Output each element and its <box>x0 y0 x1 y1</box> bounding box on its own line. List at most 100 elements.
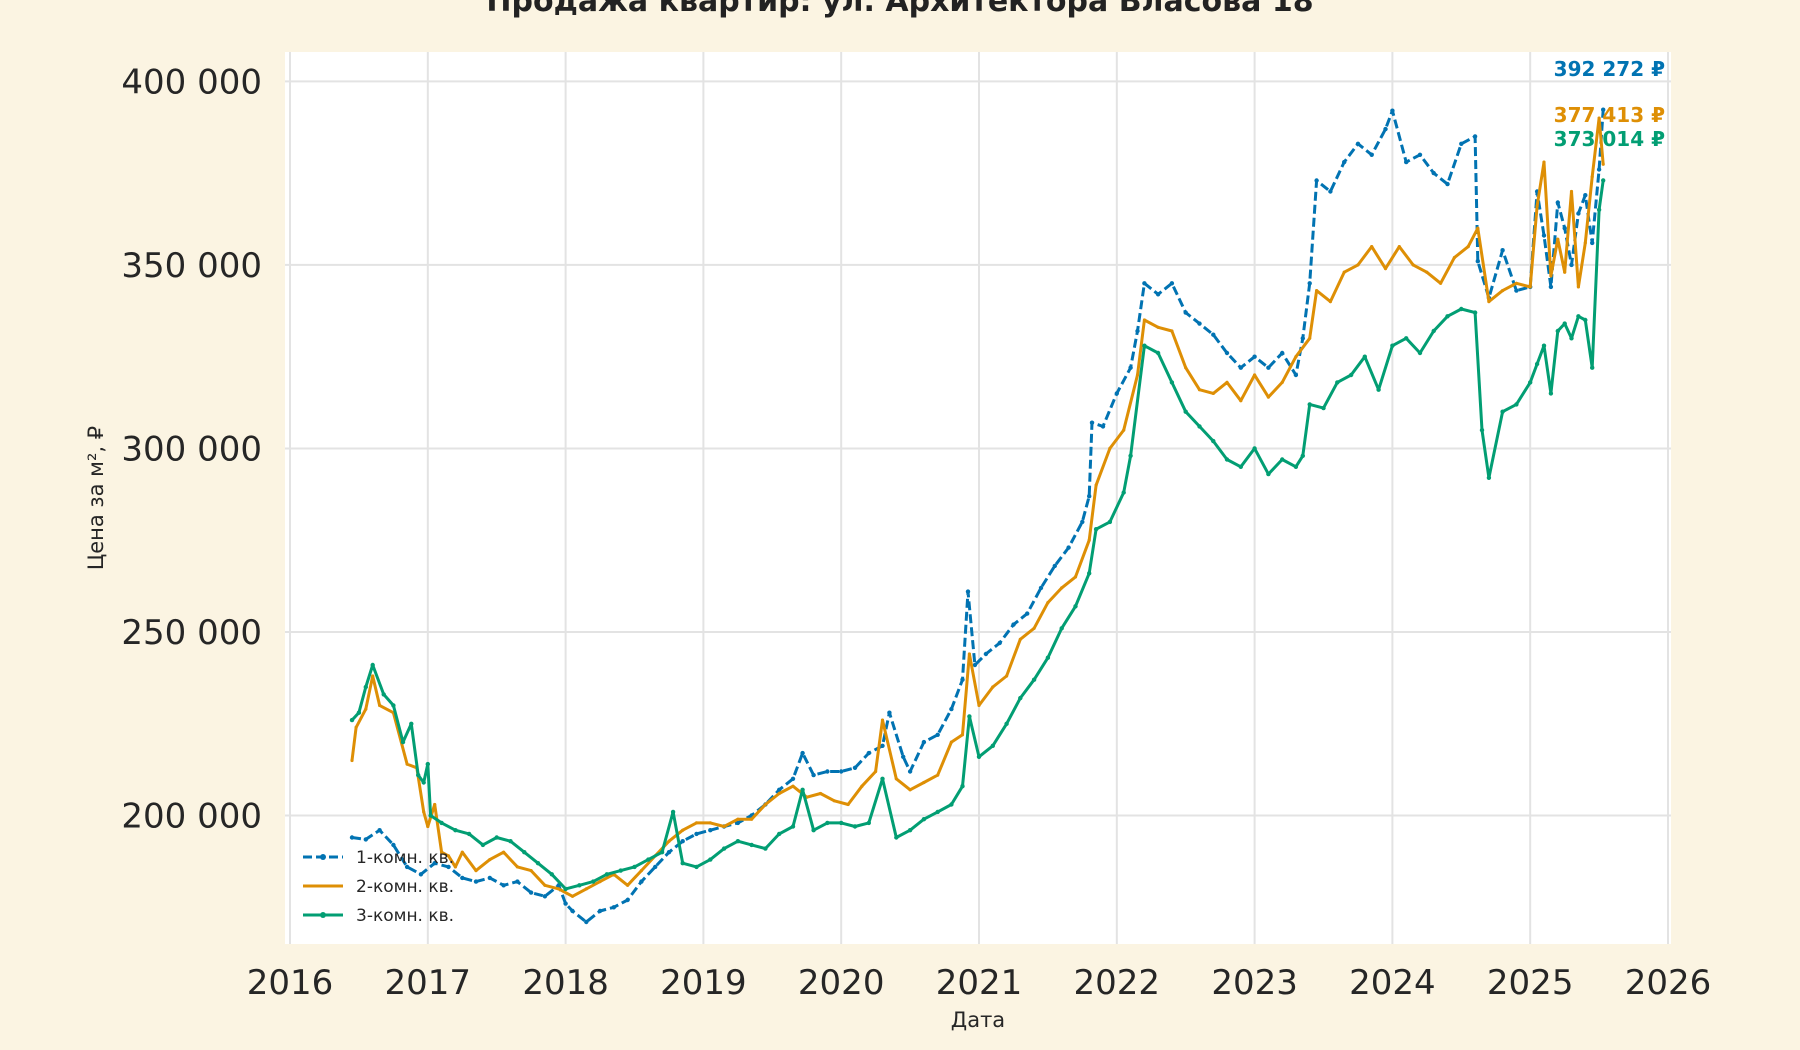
data-point <box>1535 204 1539 208</box>
data-point <box>591 879 596 884</box>
data-point <box>1356 263 1360 267</box>
data-point <box>1475 259 1481 264</box>
data-point <box>860 784 864 788</box>
data-point <box>598 880 602 884</box>
data-point <box>666 850 672 855</box>
x-tick-label: 2020 <box>798 963 885 1003</box>
data-point <box>1211 332 1216 337</box>
x-tick-label: 2017 <box>385 963 472 1003</box>
data-point <box>535 861 541 866</box>
data-point <box>400 739 406 745</box>
data-point <box>428 813 433 818</box>
data-point <box>1073 604 1078 609</box>
data-point <box>1046 601 1050 605</box>
data-point <box>922 780 926 785</box>
data-point <box>1094 483 1098 487</box>
x-axis-label: Дата <box>951 1008 1005 1032</box>
legend-label: 2-комн. кв. <box>356 877 454 897</box>
data-point <box>1183 310 1188 315</box>
data-point <box>680 861 685 866</box>
data-point <box>453 865 457 869</box>
data-point <box>949 802 954 807</box>
data-point <box>1266 395 1270 399</box>
data-point <box>1369 152 1374 157</box>
data-point <box>1342 159 1347 165</box>
data-point <box>907 828 913 833</box>
data-point <box>967 652 972 656</box>
data-point <box>1348 372 1354 378</box>
data-point <box>880 743 885 748</box>
data-point <box>646 857 651 862</box>
data-point <box>1411 263 1415 267</box>
data-point <box>921 739 927 745</box>
data-point <box>422 810 426 814</box>
data-point <box>1376 387 1381 392</box>
data-point <box>487 875 492 881</box>
data-point <box>839 820 844 826</box>
data-point <box>790 776 796 781</box>
data-point <box>1583 193 1588 198</box>
data-point <box>391 842 396 848</box>
data-point <box>370 662 375 668</box>
data-point <box>1514 281 1518 285</box>
data-point <box>1541 233 1547 238</box>
data-point <box>1184 366 1188 370</box>
data-point <box>736 817 740 821</box>
data-point <box>825 769 830 774</box>
data-point <box>811 772 816 778</box>
data-point <box>1169 380 1175 385</box>
data-point <box>1569 336 1574 341</box>
data-point <box>800 750 805 756</box>
data-point <box>528 890 534 895</box>
data-point <box>1404 336 1409 341</box>
data-point <box>626 883 630 887</box>
data-point <box>1093 527 1099 532</box>
data-point <box>639 869 644 873</box>
series-1 <box>349 107 1606 925</box>
data-point <box>1300 336 1306 341</box>
data-point <box>1569 262 1574 268</box>
data-point <box>1569 189 1574 194</box>
data-point <box>659 850 665 855</box>
data-point <box>852 765 858 770</box>
data-point <box>935 809 940 815</box>
data-point <box>680 839 685 844</box>
data-point <box>1459 306 1464 312</box>
data-point <box>1500 248 1505 253</box>
data-point <box>425 761 430 767</box>
data-point <box>1431 170 1436 176</box>
data-point <box>1128 365 1133 370</box>
data-point <box>439 820 444 826</box>
data-point <box>1328 300 1332 304</box>
data-point <box>653 864 658 870</box>
data-point <box>960 733 965 737</box>
data-point <box>1011 622 1016 627</box>
data-point <box>1370 245 1374 249</box>
data-point <box>1542 160 1546 164</box>
data-point <box>1528 285 1532 289</box>
data-point <box>1121 490 1126 495</box>
data-point <box>777 787 782 792</box>
data-point <box>1238 365 1244 370</box>
data-point <box>1089 420 1095 425</box>
data-point <box>1417 152 1423 157</box>
data-point <box>880 776 885 781</box>
data-point <box>763 802 768 807</box>
data-point <box>1135 328 1140 334</box>
data-point <box>1238 464 1244 469</box>
data-point <box>1052 563 1058 569</box>
data-point <box>1308 336 1312 340</box>
data-point <box>1107 519 1113 525</box>
data-point <box>1100 424 1106 429</box>
data-point <box>453 828 458 833</box>
data-point <box>1114 391 1120 396</box>
data-point <box>502 850 506 854</box>
data-point <box>1555 328 1561 334</box>
data-point <box>1534 361 1540 367</box>
legend-entry: 2-комн. кв. <box>303 877 454 897</box>
x-tick-label: 2021 <box>936 963 1023 1003</box>
data-point <box>466 831 472 837</box>
data-point <box>708 828 713 833</box>
data-point <box>625 897 630 903</box>
data-point <box>426 824 430 829</box>
